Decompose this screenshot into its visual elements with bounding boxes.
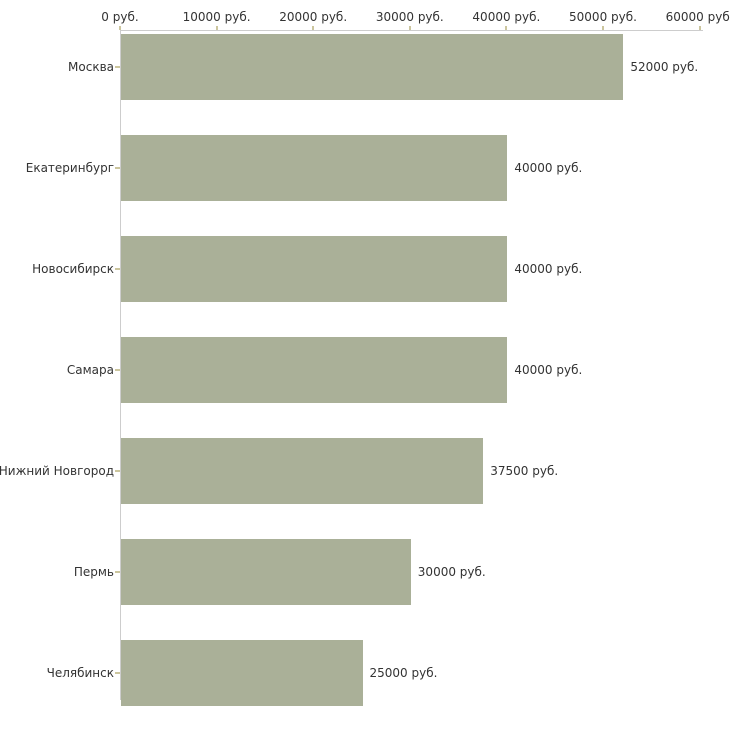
bar-value-label: 37500 руб.: [490, 464, 559, 478]
x-axis-tick: [312, 26, 315, 30]
x-axis-tick: [698, 26, 701, 30]
y-axis-tick: [115, 369, 120, 371]
category-label: Челябинск: [46, 666, 114, 680]
x-axis-tick-label: 60000 руб.: [665, 10, 730, 24]
bar-value-label: 40000 руб.: [514, 161, 583, 175]
x-axis-tick: [505, 26, 508, 30]
category-label: Нижний Новгород: [0, 464, 114, 478]
bar: [121, 640, 363, 706]
category-label: Екатеринбург: [25, 161, 114, 175]
category-label: Пермь: [73, 565, 114, 579]
category-label: Новосибирск: [32, 262, 114, 276]
x-axis-tick-label: 40000 руб.: [472, 10, 541, 24]
y-axis-tick: [115, 470, 120, 472]
bar: [121, 539, 411, 605]
y-axis-tick: [115, 571, 120, 573]
y-axis-line: [120, 30, 121, 700]
y-axis-tick: [115, 167, 120, 169]
bar-value-label: 25000 руб.: [369, 666, 438, 680]
bar: [121, 438, 484, 504]
category-label: Москва: [68, 60, 114, 74]
bar: [121, 135, 508, 201]
bar-value-label: 30000 руб.: [417, 565, 486, 579]
x-axis-tick-label: 50000 руб.: [569, 10, 637, 24]
bar-value-label: 40000 руб.: [514, 262, 583, 276]
bar: [121, 34, 624, 100]
x-axis-tick-label: 0 руб.: [101, 10, 139, 24]
y-axis-tick: [115, 66, 120, 68]
x-axis-tick: [602, 26, 604, 30]
bar: [121, 337, 508, 403]
x-axis-line: [120, 30, 703, 31]
x-axis-tick: [119, 26, 121, 30]
x-axis-tick: [408, 26, 411, 30]
x-axis-tick-label: 10000 руб.: [182, 10, 251, 24]
y-axis-tick: [115, 268, 120, 270]
bar-value-label: 40000 руб.: [514, 363, 583, 377]
bar: [121, 236, 508, 302]
bar-value-label: 52000 руб.: [630, 60, 699, 74]
x-axis-tick-label: 30000 руб.: [375, 10, 444, 24]
category-label: Самара: [66, 363, 114, 377]
y-axis-tick: [115, 672, 120, 674]
x-axis-tick-label: 20000 руб.: [279, 10, 348, 24]
x-axis-tick: [215, 26, 218, 30]
